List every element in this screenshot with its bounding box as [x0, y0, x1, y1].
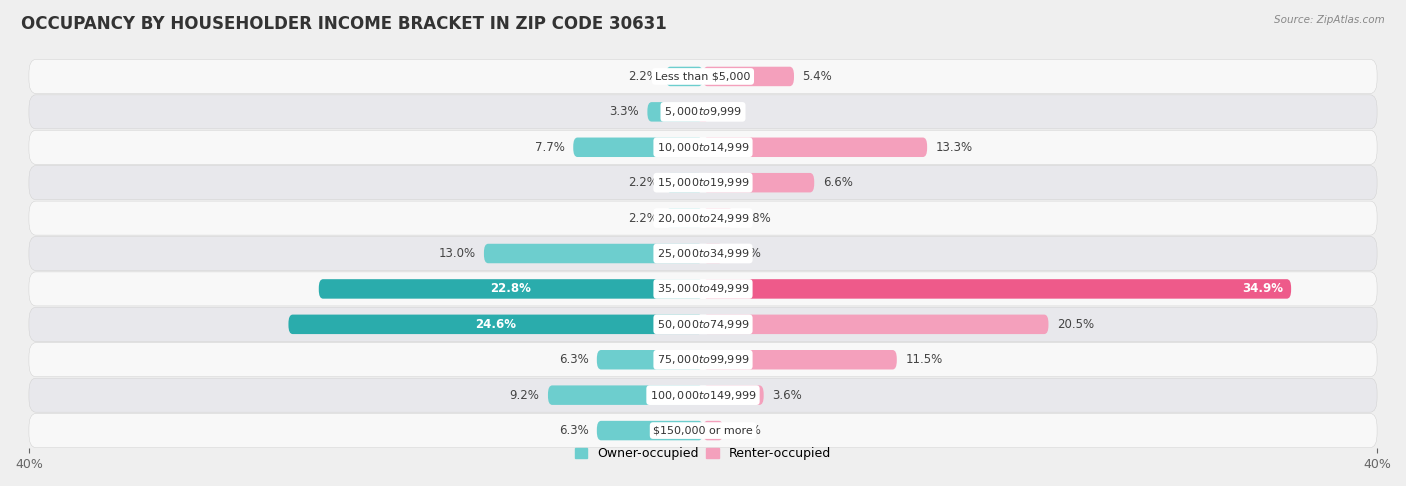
FancyBboxPatch shape: [703, 421, 723, 440]
FancyBboxPatch shape: [699, 102, 707, 122]
Text: $15,000 to $19,999: $15,000 to $19,999: [657, 176, 749, 189]
Text: $150,000 or more: $150,000 or more: [654, 426, 752, 435]
FancyBboxPatch shape: [647, 102, 703, 122]
Text: Source: ZipAtlas.com: Source: ZipAtlas.com: [1274, 15, 1385, 25]
FancyBboxPatch shape: [703, 314, 1049, 334]
FancyBboxPatch shape: [574, 138, 703, 157]
Text: 6.6%: 6.6%: [823, 176, 852, 189]
FancyBboxPatch shape: [30, 378, 1376, 412]
FancyBboxPatch shape: [30, 272, 1376, 306]
FancyBboxPatch shape: [703, 350, 897, 369]
Text: $20,000 to $24,999: $20,000 to $24,999: [657, 211, 749, 225]
Text: $5,000 to $9,999: $5,000 to $9,999: [664, 105, 742, 119]
Text: 0.0%: 0.0%: [711, 105, 741, 119]
Text: 13.0%: 13.0%: [439, 247, 475, 260]
FancyBboxPatch shape: [30, 414, 1376, 448]
Text: 2.2%: 2.2%: [627, 70, 658, 83]
FancyBboxPatch shape: [319, 279, 703, 299]
Text: 1.2%: 1.2%: [731, 424, 762, 437]
FancyBboxPatch shape: [703, 244, 723, 263]
Text: $35,000 to $49,999: $35,000 to $49,999: [657, 282, 749, 295]
Text: 9.2%: 9.2%: [509, 389, 540, 401]
Legend: Owner-occupied, Renter-occupied: Owner-occupied, Renter-occupied: [569, 442, 837, 466]
FancyBboxPatch shape: [30, 307, 1376, 341]
Text: 13.3%: 13.3%: [935, 141, 973, 154]
FancyBboxPatch shape: [30, 201, 1376, 235]
FancyBboxPatch shape: [703, 208, 734, 228]
Text: 2.2%: 2.2%: [627, 211, 658, 225]
FancyBboxPatch shape: [703, 279, 1291, 299]
Text: 22.8%: 22.8%: [491, 282, 531, 295]
FancyBboxPatch shape: [703, 385, 763, 405]
Text: 1.2%: 1.2%: [731, 247, 762, 260]
Text: 7.7%: 7.7%: [534, 141, 565, 154]
Text: 6.3%: 6.3%: [558, 424, 588, 437]
FancyBboxPatch shape: [30, 59, 1376, 93]
Text: $10,000 to $14,999: $10,000 to $14,999: [657, 141, 749, 154]
FancyBboxPatch shape: [666, 173, 703, 192]
Text: 3.3%: 3.3%: [609, 105, 638, 119]
Text: 2.2%: 2.2%: [627, 176, 658, 189]
Text: 20.5%: 20.5%: [1057, 318, 1094, 331]
Text: 6.3%: 6.3%: [558, 353, 588, 366]
FancyBboxPatch shape: [703, 67, 794, 86]
FancyBboxPatch shape: [30, 95, 1376, 129]
FancyBboxPatch shape: [30, 166, 1376, 200]
Text: $100,000 to $149,999: $100,000 to $149,999: [650, 389, 756, 401]
Text: 24.6%: 24.6%: [475, 318, 516, 331]
FancyBboxPatch shape: [666, 67, 703, 86]
FancyBboxPatch shape: [703, 138, 927, 157]
FancyBboxPatch shape: [484, 244, 703, 263]
Text: 34.9%: 34.9%: [1241, 282, 1282, 295]
FancyBboxPatch shape: [548, 385, 703, 405]
FancyBboxPatch shape: [666, 208, 703, 228]
FancyBboxPatch shape: [30, 237, 1376, 271]
FancyBboxPatch shape: [596, 350, 703, 369]
Text: $75,000 to $99,999: $75,000 to $99,999: [657, 353, 749, 366]
FancyBboxPatch shape: [30, 343, 1376, 377]
Text: 1.8%: 1.8%: [742, 211, 772, 225]
Text: $25,000 to $34,999: $25,000 to $34,999: [657, 247, 749, 260]
FancyBboxPatch shape: [596, 421, 703, 440]
FancyBboxPatch shape: [30, 130, 1376, 164]
Text: OCCUPANCY BY HOUSEHOLDER INCOME BRACKET IN ZIP CODE 30631: OCCUPANCY BY HOUSEHOLDER INCOME BRACKET …: [21, 15, 666, 33]
Text: Less than $5,000: Less than $5,000: [655, 71, 751, 82]
FancyBboxPatch shape: [703, 173, 814, 192]
Text: 3.6%: 3.6%: [772, 389, 801, 401]
Text: 11.5%: 11.5%: [905, 353, 942, 366]
FancyBboxPatch shape: [288, 314, 703, 334]
Text: $50,000 to $74,999: $50,000 to $74,999: [657, 318, 749, 331]
Text: 5.4%: 5.4%: [803, 70, 832, 83]
